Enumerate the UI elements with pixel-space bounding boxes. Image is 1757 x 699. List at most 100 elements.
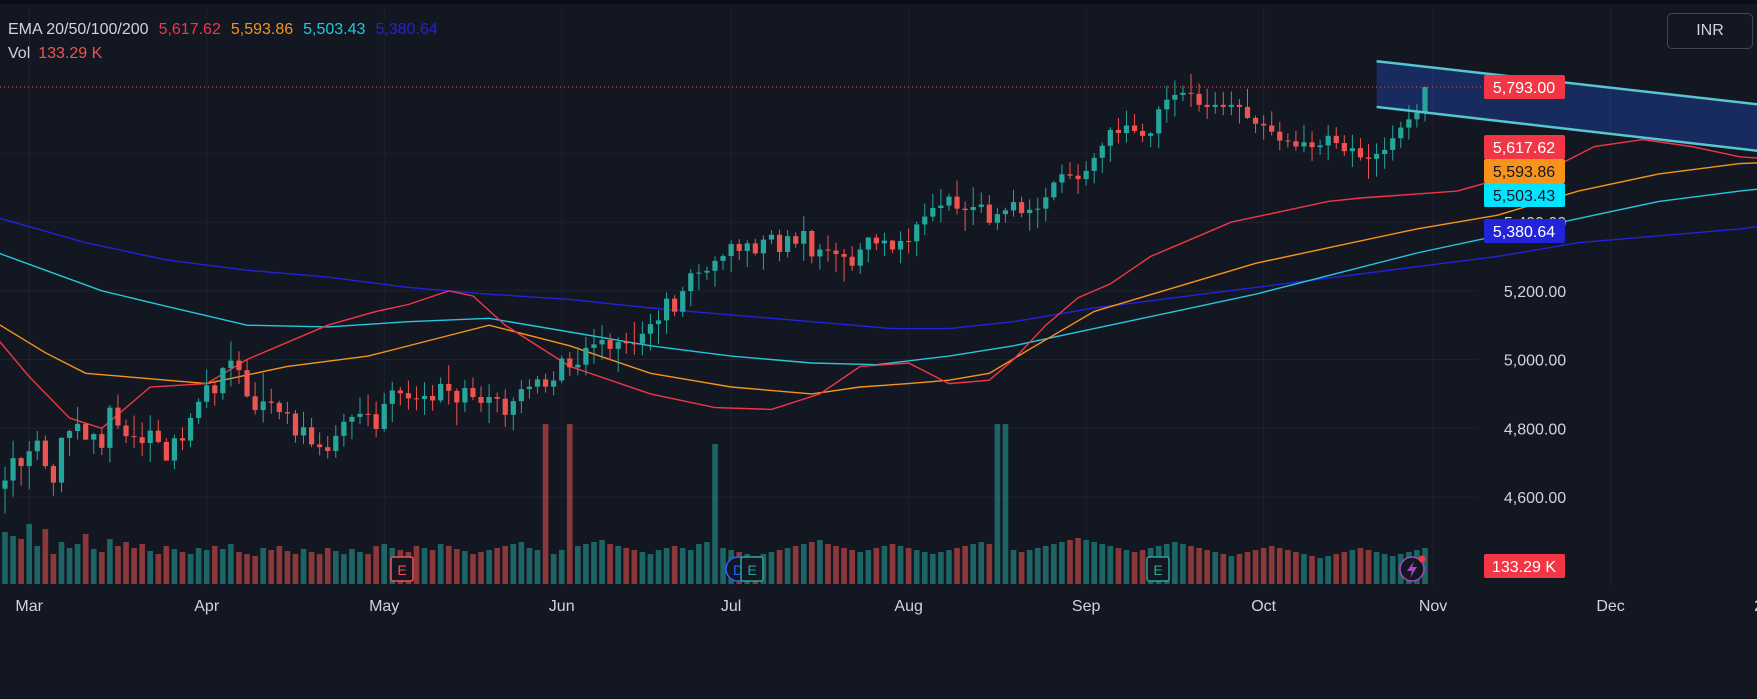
volume-bar [421, 548, 428, 584]
volume-bar [1357, 548, 1364, 584]
volume-bar [1252, 550, 1259, 584]
currency-button[interactable]: INR [1667, 13, 1753, 49]
time-tick-label: Aug [894, 598, 922, 615]
candle-body [1035, 208, 1041, 210]
volume-bar [26, 524, 33, 584]
candle-body [1180, 92, 1186, 95]
volume-bar [1042, 546, 1049, 584]
volume-bar [478, 552, 484, 584]
last-price-label: 5,793.00 [1484, 75, 1565, 99]
ema100-price-label: 5,503.43 [1484, 183, 1565, 207]
candle-body [1220, 104, 1226, 107]
volume-bar [163, 546, 170, 584]
candle-body [849, 256, 855, 266]
volume-bar [502, 546, 509, 584]
candle-body [575, 364, 581, 368]
candle-body [1373, 154, 1380, 159]
volume-bar [429, 550, 436, 584]
candle-body [155, 430, 161, 443]
candle-body [1067, 174, 1073, 176]
candle-body [212, 385, 218, 394]
ema-label: EMA 20/50/100/200 [8, 21, 149, 38]
candle-body [1123, 125, 1130, 134]
volume-bar [679, 548, 686, 584]
price-label-text: 5,503.43 [1493, 188, 1555, 205]
volume-label: Vol [8, 45, 31, 62]
alert-icon [1399, 555, 1426, 582]
volume-bar [34, 546, 41, 584]
volume-bar [139, 544, 145, 584]
candle-body [1228, 104, 1234, 107]
ema200-value: 5,380.64 [375, 21, 438, 38]
candle-body [1341, 143, 1347, 152]
volume-bar [171, 549, 178, 584]
volume-bar [211, 546, 218, 584]
candle-body [187, 417, 194, 441]
volume-bar [365, 554, 371, 584]
volume-bar [1422, 548, 1428, 584]
candle-body [841, 254, 847, 257]
price-label-text: 5,593.86 [1493, 164, 1555, 181]
volume-bar [1131, 552, 1138, 584]
candle-body [1059, 174, 1065, 183]
volume-bar [349, 549, 355, 584]
candle-body [534, 379, 541, 387]
volume-bar [268, 550, 275, 584]
volume-bar [1010, 550, 1017, 584]
volume-bar [1293, 552, 1299, 584]
candle-body [744, 243, 750, 251]
volume-bar [1228, 556, 1235, 584]
volume-bar [1212, 552, 1219, 584]
ema50-price-label: 5,593.86 [1484, 159, 1565, 183]
volume-bar [90, 549, 97, 584]
price-label-bg [1484, 135, 1565, 159]
volume-bar [978, 542, 985, 584]
top-border [0, 0, 1757, 4]
volume-legend-row: Vol 133.29 K [8, 42, 438, 66]
ema20-line [0, 138, 1757, 430]
volume-bar [792, 546, 799, 584]
volume-bar [913, 550, 920, 584]
volume-bar [413, 546, 420, 584]
volume-bar [1244, 552, 1251, 584]
volume-bar [623, 548, 630, 584]
volume-bar [437, 544, 444, 584]
candle-body [486, 396, 492, 403]
candle-body [389, 390, 395, 404]
candle-body [994, 214, 1000, 223]
candle-body [817, 249, 823, 257]
volume-bar [1341, 552, 1348, 584]
volume-bar [1204, 550, 1210, 584]
volume-bar [1115, 548, 1122, 584]
volume-bar [1196, 548, 1202, 584]
volume-bar [1276, 548, 1283, 584]
volume-bar [252, 556, 258, 584]
candle-body [1406, 119, 1412, 128]
channel-fill [1376, 61, 1757, 151]
candle-body [712, 260, 718, 271]
candle-body [922, 216, 928, 225]
candle-body [1172, 94, 1178, 100]
candle-body [26, 451, 32, 467]
earnings-marker: E [390, 556, 414, 582]
volume-bar [1317, 558, 1323, 584]
alert-dot [1418, 555, 1426, 563]
candle-body [809, 230, 815, 257]
volume-bar [381, 544, 388, 584]
candle-body [704, 270, 710, 273]
volume-bar [1220, 554, 1227, 584]
volume-bar [1373, 552, 1380, 584]
candle-body [1188, 92, 1194, 94]
volume-bar [147, 551, 154, 584]
volume-bar [663, 548, 670, 584]
candle-body [1212, 104, 1218, 107]
volume-bar [873, 548, 880, 584]
candle-body [1091, 157, 1097, 171]
candle-body [236, 360, 242, 371]
volume-bar [1333, 554, 1340, 584]
candle-body [179, 438, 186, 441]
candle-body [438, 383, 444, 401]
volume-bar [284, 551, 291, 584]
